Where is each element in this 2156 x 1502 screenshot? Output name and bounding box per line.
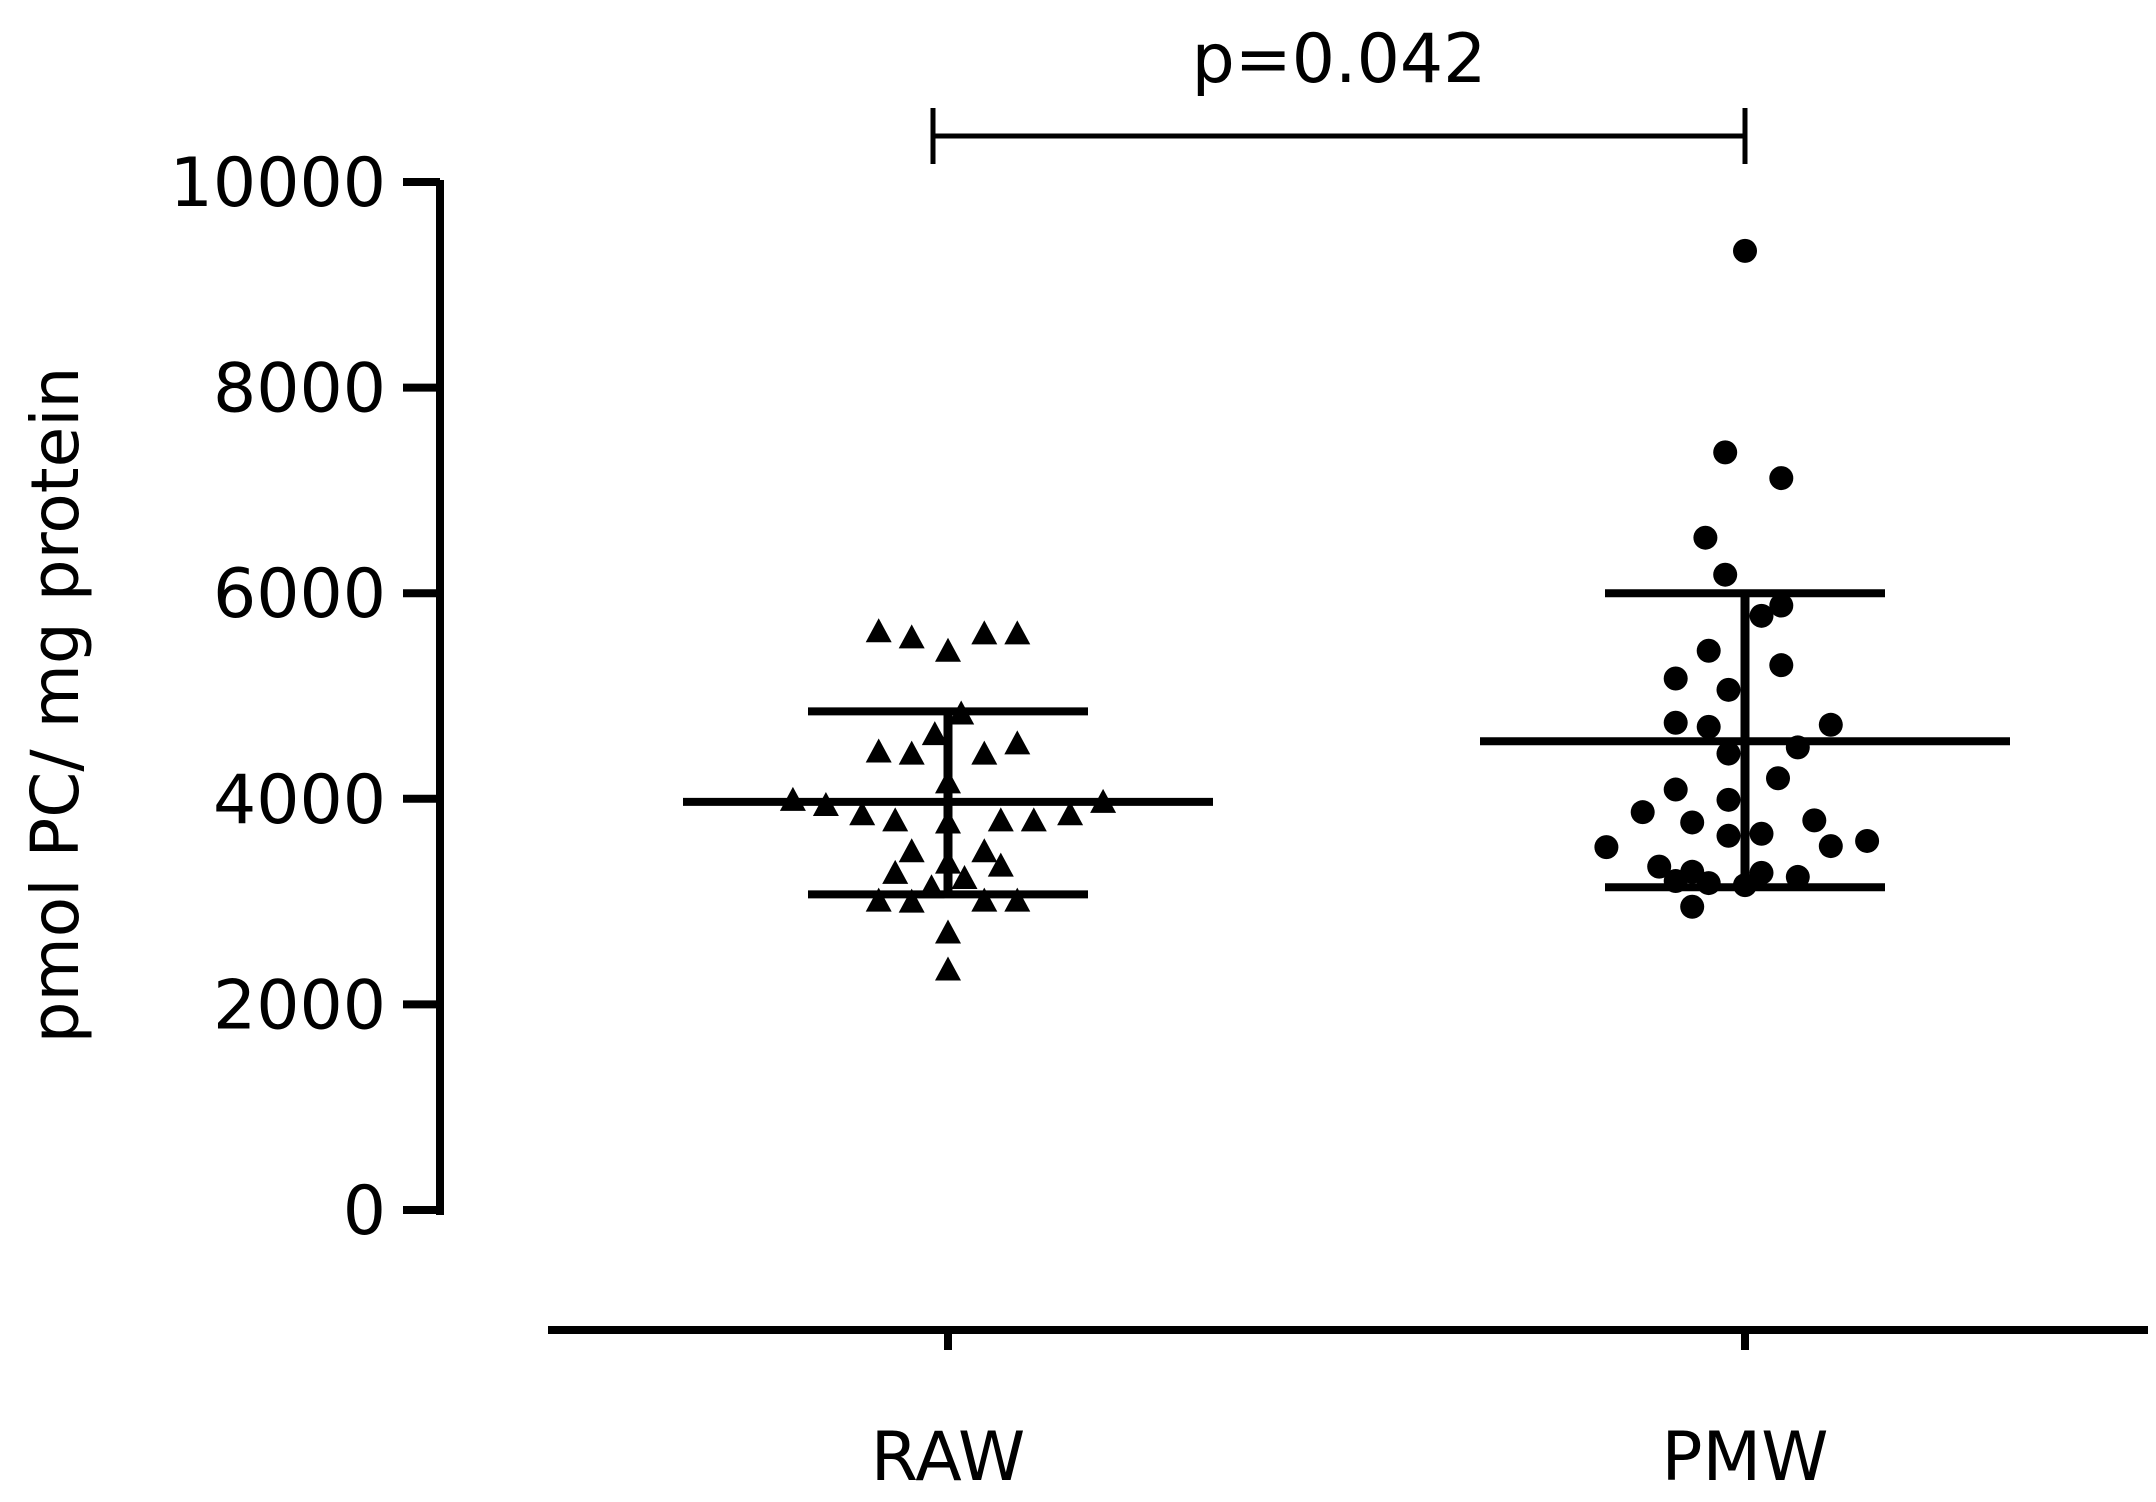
data-point-circle [1785,864,1810,889]
data-point-circle [1594,835,1619,860]
data-point-triangle [951,864,978,889]
data-point-triangle [882,859,909,884]
x-tick-label: PMW [1662,1418,1829,1497]
data-point-circle [1855,828,1880,853]
data-point-triangle [865,738,892,763]
y-tick-label: 6000 [213,555,386,634]
data-point-triangle [898,838,925,863]
data-point-circle [1716,741,1741,766]
data-point-triangle [971,887,998,912]
data-point-circle [1680,810,1705,835]
y-tick-label: 10000 [170,144,386,223]
data-point-triangle [935,956,961,981]
data-point-circle [1696,714,1721,739]
y-tick-label: 4000 [213,761,386,840]
data-point-circle [1766,766,1790,791]
group-raw [683,618,1213,981]
data-point-triangle [1020,807,1047,832]
data-point-circle [1769,593,1794,618]
data-point-circle [1749,821,1774,846]
data-point-triangle [971,838,998,863]
data-point-circle [1713,440,1738,465]
x-ticks: RAW PMW [871,1330,1829,1497]
data-point-triangle [1004,620,1031,645]
data-point-triangle [865,618,892,643]
data-point-circle [1716,787,1741,812]
data-point-triangle [971,740,998,765]
data-point-circle [1802,808,1827,833]
significance-bracket: p=0.042 [930,20,1748,164]
y-ticks: 0 2000 4000 6000 8000 10000 [170,144,440,1251]
y-tick-label: 8000 [213,350,386,429]
data-point-circle [1630,800,1655,825]
y-tick-label: 0 [343,1172,386,1251]
data-point-circle [1818,834,1843,859]
data-point-circle [1716,677,1741,702]
data-point-circle [1749,860,1774,885]
data-point-circle [1818,712,1843,737]
axes [436,180,2148,1334]
data-point-circle [1713,562,1738,587]
data-point-triangle [935,637,961,662]
data-point-triangle [987,852,1014,877]
data-point-triangle [1004,887,1031,912]
data-point-circle [1663,666,1688,691]
group-pmw [1480,238,2010,919]
data-point-circle [1663,710,1688,735]
y-tick-label: 2000 [213,966,386,1045]
data-point-triangle [898,624,925,649]
data-point-circle [1647,854,1672,879]
data-point-triangle [935,919,961,944]
data-point-circle [1749,603,1774,628]
data-point-circle [1680,894,1705,919]
data-point-circle [1769,653,1794,678]
data-point-circle [1733,238,1757,263]
data-point-triangle [849,801,876,826]
data-point-circle [1663,777,1688,802]
data-point-triangle [865,887,892,912]
data-point-circle [1769,466,1794,491]
y-axis-label: pmol PC/ mg protein [17,367,94,1044]
p-value-label: p=0.042 [1192,20,1487,99]
data-point-triangle [1057,801,1084,826]
data-point-triangle [987,807,1014,832]
data-point-triangle [1004,730,1031,755]
data-point-circle [1693,525,1718,550]
data-point-circle [1696,871,1721,896]
groups [683,238,2010,981]
data-point-circle [1696,638,1721,663]
data-point-triangle [921,721,948,746]
data-point-triangle [882,807,909,832]
x-tick-label: RAW [871,1418,1026,1497]
data-point-triangle [898,888,925,913]
data-point-circle [1716,823,1741,848]
data-point-triangle [898,740,925,765]
data-point-triangle [971,620,998,645]
